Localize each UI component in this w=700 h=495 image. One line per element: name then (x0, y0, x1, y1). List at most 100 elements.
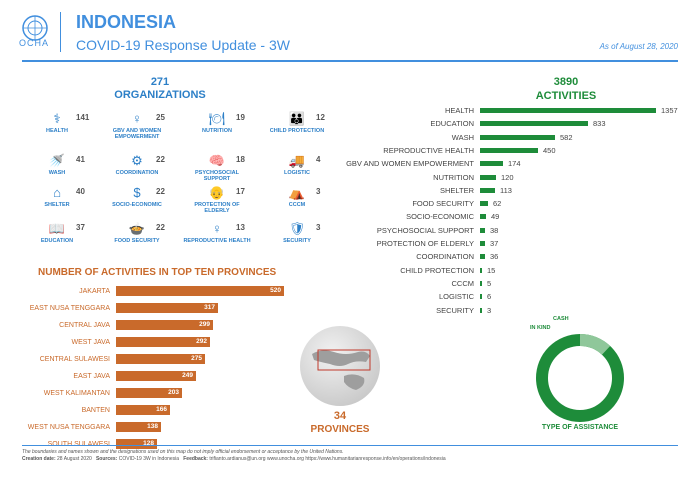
activity-bar (480, 241, 485, 246)
org-count-value: 41 (76, 155, 85, 164)
activity-value: 38 (490, 226, 499, 235)
activity-label: EDUCATION (430, 119, 474, 128)
org-count-value: 13 (236, 223, 245, 232)
org-count-value: 17 (236, 187, 245, 196)
page-subtitle: COVID-19 Response Update - 3W (76, 37, 290, 53)
province-bar: 317 (116, 303, 218, 313)
coordination-icon: ⚙ (131, 153, 143, 168)
org-count-value: 22 (156, 223, 165, 232)
cash-slice (536, 334, 624, 422)
province-value: 520 (270, 287, 281, 294)
province-label: CENTRAL JAVA (59, 322, 110, 329)
activity-bar (480, 281, 482, 286)
province-bar: 520 (116, 286, 284, 296)
org-cluster-label: WASH (48, 170, 66, 176)
cccm-icon: ⛺ (288, 185, 306, 200)
footer-rule (22, 445, 678, 446)
org-cluster-label: GBV AND WOMEN EMPOWERMENT (112, 128, 162, 140)
activity-value: 5 (487, 279, 492, 288)
org-count-value: 3 (316, 187, 321, 196)
security-icon: 🛡 (288, 221, 306, 236)
org-count-value: 4 (316, 155, 321, 164)
assistance-title: TYPE OF ASSISTANCE (541, 424, 619, 431)
province-bar: 299 (116, 320, 213, 330)
activity-bar (480, 121, 588, 126)
activity-value: 582 (560, 133, 573, 142)
province-bar: 138 (116, 422, 161, 432)
feedback-value: trifianto.ardianus@un.org www.unocha.org… (209, 456, 446, 462)
province-value: 249 (182, 372, 193, 379)
socio-economic-icon: $ (133, 185, 141, 200)
org-cluster-child-protection: 👪 12 CHILD PROTECTION (270, 110, 356, 150)
org-cluster-logistic: 🚚 4 LOGISTIC (282, 152, 356, 192)
globe-map (300, 326, 380, 406)
org-count-value: 12 (316, 113, 325, 122)
province-label: SOUTH SULAWESI (0, 441, 110, 448)
org-cluster-security: 🛡 3 SECURITY (282, 220, 356, 260)
activity-label: GBV AND WOMEN EMPOWERMENT (346, 159, 474, 168)
org-cluster-label: LOGISTIC (284, 170, 310, 176)
province-bar: 203 (116, 388, 182, 398)
org-cluster-gbv-and-women-empowerment: ♀ 25 GBV AND WOMEN EMPOWERMENT (113, 110, 196, 150)
activity-label: HEALTH (444, 106, 474, 115)
org-count-value: 22 (156, 155, 165, 164)
psychosocial-icon: 🧠 (208, 153, 226, 168)
nutrition-icon: 🍽 (208, 111, 226, 126)
activity-bar (480, 294, 482, 299)
activity-value: 120 (501, 173, 514, 182)
organizations-count: 271 (150, 76, 170, 88)
activities-count: 3890 (553, 76, 579, 88)
org-cluster-coordination: ⚙ 22 COORDINATION (116, 152, 196, 192)
province-label: WEST KALIMANTAN (43, 390, 110, 397)
activity-value: 15 (487, 266, 496, 275)
activity-bar (480, 148, 538, 153)
activity-value: 113 (500, 186, 512, 195)
activity-value: 37 (490, 239, 499, 248)
activity-bar (480, 228, 485, 233)
province-label: WEST JAVA (71, 339, 110, 346)
activity-bar (480, 161, 503, 166)
activity-label: FOOD SECURITY (412, 199, 474, 208)
activity-label: NUTRITION (433, 173, 474, 182)
education-icon: 📖 (48, 221, 66, 236)
province-value: 292 (196, 338, 207, 345)
elderly-icon: 👴 (208, 185, 226, 200)
org-cluster-label: PROTECTION OF ELDERLY (194, 202, 240, 214)
province-label: WEST NUSA TENGGARA (27, 424, 110, 431)
org-count-value: 18 (236, 155, 245, 164)
activity-bar (480, 201, 488, 206)
health-icon: ⚕ (53, 111, 61, 126)
org-count-value: 141 (76, 113, 90, 122)
org-cluster-label: SOCIO-ECONOMIC (112, 202, 162, 208)
province-bar: 292 (116, 337, 210, 347)
activities-title: ACTIVITIES (535, 90, 597, 102)
activity-bar (480, 175, 496, 180)
province-value: 317 (204, 304, 215, 311)
org-cluster-education: 📖 37 EDUCATION (41, 220, 116, 260)
org-cluster-label: FOOD SECURITY (114, 238, 160, 244)
activity-bar (480, 135, 555, 140)
creation-value: 28 August 2020 (57, 456, 92, 462)
org-cluster-label: PSYCHOSOCIAL SUPPORT (194, 170, 239, 182)
footer-credits: Creation date: 28 August 2020 Sources: C… (22, 456, 446, 462)
province-bar: 128 (116, 439, 157, 449)
org-cluster-label: CCCM (288, 202, 306, 208)
org-cluster-nutrition: 🍽 19 NUTRITION (202, 110, 276, 150)
activity-value: 62 (493, 199, 502, 208)
province-label: EAST NUSA TENGGARA (29, 305, 110, 312)
province-label: BANTEN (81, 407, 110, 414)
org-cluster-socio-economic: $22 SOCIO-ECONOMIC (112, 184, 196, 224)
org-cluster-label: COORDINATION (115, 170, 159, 176)
org-count-value: 37 (76, 223, 85, 232)
activity-label: COORDINATION (416, 252, 474, 261)
org-cluster-cccm: ⛺ 3 CCCM (282, 184, 356, 224)
activity-bar (480, 188, 495, 193)
org-cluster-label: HEALTH (46, 128, 68, 134)
indonesia-locator-icon (312, 349, 371, 390)
province-value: 138 (147, 423, 158, 430)
reproductive-health-icon: ♀ (212, 221, 222, 236)
activity-label: SHELTER (439, 186, 474, 195)
activity-bar (480, 214, 486, 219)
org-count-value: 22 (156, 187, 165, 196)
activity-value: 174 (508, 159, 521, 168)
